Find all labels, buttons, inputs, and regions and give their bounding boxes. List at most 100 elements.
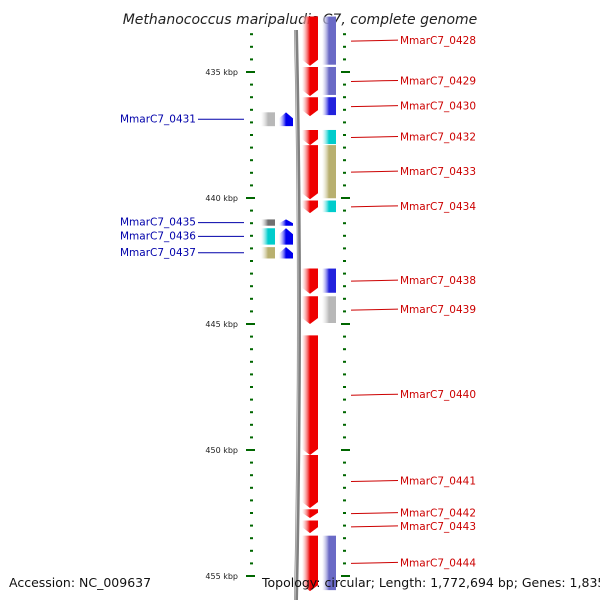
gene-labels: MmarC7_0428 MmarC7_0429 MmarC7_0430 MmarC7_… — [120, 35, 476, 569]
scale-tick — [250, 335, 253, 338]
cog-box-mmarc7-0429 — [322, 66, 336, 95]
scale-tick — [250, 247, 253, 250]
gene-arrow-mmarc7-0435[interactable] — [279, 219, 293, 226]
cog-box-mmarc7-0434 — [322, 200, 336, 213]
scale-tick — [343, 134, 346, 136]
gene-label-mmarc7-0444[interactable]: MmarC7_0444 — [400, 557, 476, 569]
scale-tick — [343, 121, 346, 124]
scale-tick — [246, 71, 255, 73]
gene-leader-line — [350, 205, 399, 208]
gene-label-mmarc7-0432[interactable]: MmarC7_0432 — [400, 132, 476, 144]
gene-arrow-mmarc7-0428[interactable] — [302, 16, 318, 66]
scale-tick — [250, 524, 253, 527]
scale-tick — [250, 108, 253, 111]
scale-tick — [250, 209, 253, 212]
scale-tick — [246, 575, 255, 577]
gene-arrow-mmarc7-0429[interactable] — [302, 66, 318, 96]
gene-arrow-mmarc7-0441[interactable] — [302, 455, 318, 508]
scale-tick — [343, 436, 346, 439]
scale-tick — [250, 436, 253, 439]
gene-arrow-mmarc7-0436[interactable] — [279, 228, 293, 245]
scale-label: 445 kbp — [205, 320, 238, 329]
gene-arrow-mmarc7-0442[interactable] — [302, 509, 318, 519]
scale-tick — [250, 260, 253, 262]
scale-tick — [250, 499, 253, 502]
scale-tick — [250, 45, 253, 48]
scale-tick — [250, 562, 253, 565]
scale-tick — [250, 159, 253, 162]
backbone-highlight — [294, 29, 299, 600]
scale-tick — [343, 159, 346, 162]
gene-label-mmarc7-0440[interactable]: MmarC7_0440 — [400, 389, 476, 401]
scale-tick — [343, 58, 346, 61]
scale-tick — [343, 499, 346, 502]
gene-arrow-mmarc7-0433[interactable] — [302, 145, 318, 200]
scale-label: 435 kbp — [205, 68, 238, 77]
scale-tick — [343, 524, 346, 527]
scale-tick — [343, 373, 346, 376]
gene-label-mmarc7-0441[interactable]: MmarC7_0441 — [400, 476, 476, 488]
scale-tick — [343, 486, 346, 489]
gene-label-mmarc7-0443[interactable]: MmarC7_0443 — [400, 521, 476, 533]
gene-label-mmarc7-0435[interactable]: MmarC7_0435 — [120, 217, 196, 229]
gene-label-mmarc7-0431[interactable]: MmarC7_0431 — [120, 113, 196, 125]
gene-arrow-mmarc7-0440[interactable] — [302, 335, 318, 456]
gene-label-mmarc7-0437[interactable]: MmarC7_0437 — [120, 247, 196, 259]
gene-label-mmarc7-0442[interactable]: MmarC7_0442 — [400, 508, 476, 520]
scale-tick — [250, 83, 253, 86]
gene-arrow-mmarc7-0444[interactable] — [302, 535, 318, 592]
scale-ruler: 435 kbp 440 kbp 445 kbp 450 kbp 455 kbp — [205, 33, 350, 581]
gene-arrow-mmarc7-0430[interactable] — [302, 97, 318, 117]
cog-box-mmarc7-0428 — [322, 16, 336, 65]
scale-tick — [343, 209, 346, 212]
gene-arrow-mmarc7-0439[interactable] — [302, 296, 318, 324]
forward-strand — [302, 16, 336, 592]
gene-arrow-mmarc7-0434[interactable] — [302, 200, 318, 214]
gene-label-mmarc7-0430[interactable]: MmarC7_0430 — [400, 101, 476, 113]
gene-label-mmarc7-0428[interactable]: MmarC7_0428 — [400, 35, 476, 47]
gene-arrow-mmarc7-0443[interactable] — [302, 520, 318, 534]
gene-label-mmarc7-0438[interactable]: MmarC7_0438 — [400, 275, 476, 287]
scale-tick — [250, 373, 253, 376]
gene-arrow-mmarc7-0437[interactable] — [279, 247, 293, 259]
gene-label-mmarc7-0436[interactable]: MmarC7_0436 — [120, 230, 196, 242]
gene-label-mmarc7-0434[interactable]: MmarC7_0434 — [400, 201, 476, 213]
scale-tick — [341, 71, 350, 73]
cog-box-mmarc7-0433 — [322, 145, 336, 199]
scale-tick — [250, 171, 253, 174]
scale-tick — [250, 474, 253, 477]
cog-box-mmarc7-0431 — [261, 112, 275, 127]
gene-arrow-mmarc7-0432[interactable] — [302, 129, 318, 146]
scale-tick — [343, 411, 346, 414]
gene-leader-line — [350, 480, 399, 482]
scale-tick — [250, 234, 253, 237]
scale-tick — [343, 562, 346, 565]
scale-tick — [250, 184, 253, 187]
scale-tick — [343, 184, 346, 187]
gene-leader-line — [350, 525, 399, 528]
scale-tick — [343, 234, 346, 237]
gene-leader-line — [350, 512, 399, 515]
gene-label-mmarc7-0429[interactable]: MmarC7_0429 — [400, 75, 476, 87]
scale-tick — [250, 121, 253, 124]
scale-tick — [250, 360, 253, 363]
gene-label-mmarc7-0433[interactable]: MmarC7_0433 — [400, 166, 476, 178]
scale-tick — [343, 474, 346, 477]
scale-tick — [341, 323, 350, 325]
scale-tick — [343, 348, 346, 351]
gene-label-mmarc7-0439[interactable]: MmarC7_0439 — [400, 304, 476, 316]
scale-tick — [250, 96, 253, 99]
scale-tick — [343, 260, 346, 262]
gene-leader-line — [350, 561, 399, 564]
scale-tick — [250, 411, 253, 414]
scale-tick — [343, 96, 346, 99]
scale-tick — [250, 537, 253, 540]
backbone-line — [294, 29, 301, 600]
scale-tick — [343, 423, 346, 426]
scale-tick — [250, 297, 253, 300]
cog-box-mmarc7-0439 — [322, 296, 336, 323]
gene-arrow-mmarc7-0431[interactable] — [279, 112, 293, 127]
gene-arrow-mmarc7-0438[interactable] — [302, 268, 318, 294]
scale-tick — [343, 335, 346, 338]
scale-tick — [250, 146, 253, 149]
